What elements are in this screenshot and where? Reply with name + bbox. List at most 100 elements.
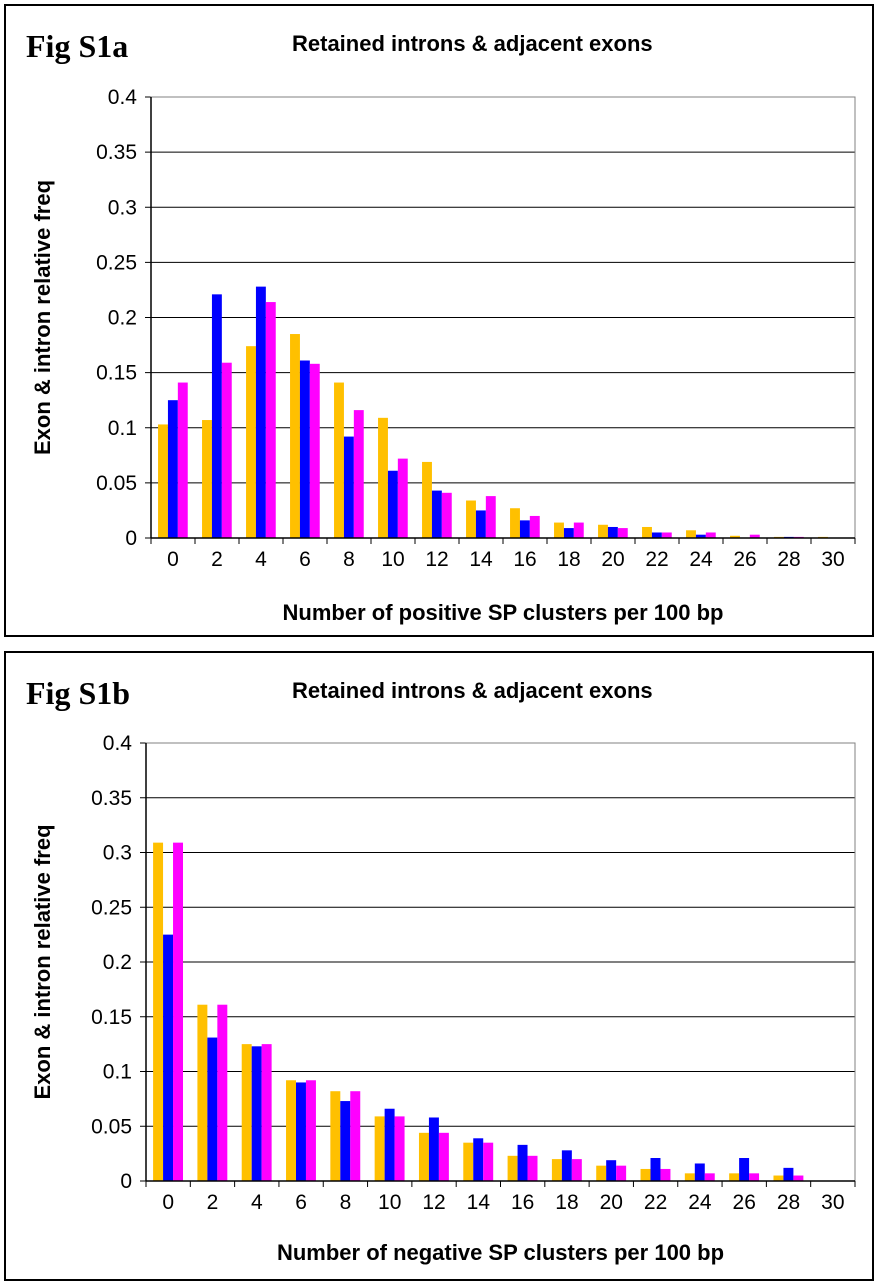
bar [428,1117,439,1181]
bar [684,1173,695,1181]
y-tick-label: 0.25 [91,896,132,919]
y-tick-label: 0 [125,527,137,550]
bar [749,534,760,538]
bar [163,934,174,1181]
x-tick-label: 18 [557,548,580,571]
x-tick-label: 8 [343,548,355,571]
y-tick-label: 0.05 [96,472,137,495]
bar-chart: 00.050.10.150.20.250.30.350.40 2 4 6 8 10 12 14… [30,86,856,625]
bar [167,400,178,538]
bar [177,382,188,538]
bar [739,1158,750,1181]
x-tick-label: 6 [299,548,311,571]
y-tick-label: 0 [120,1170,132,1193]
bar [554,522,564,538]
bar [793,1175,804,1181]
x-tick-label: 12 [422,1191,445,1214]
bar [418,1132,429,1181]
x-tick-label: 12 [425,548,448,571]
chart-panel-a: Fig S1a Retained introns & adjacent exon… [4,4,874,637]
bar [730,535,740,538]
y-tick-label: 0.15 [91,1006,132,1029]
bar [475,510,486,538]
bar [305,1080,316,1181]
x-tick-label: 22 [644,1191,667,1214]
bar [384,1108,395,1181]
x-tick-label: 20 [600,1191,623,1214]
x-tick-label: 22 [645,548,668,571]
bar [563,528,574,538]
x-axis-title: Number of positive SP clusters per 100 b… [283,600,724,625]
x-tick-label: 2 [211,548,223,571]
bar [290,334,300,538]
bar [694,1163,705,1181]
y-axis-title: Exon & intron relative freq [30,824,55,1099]
y-tick-label: 0.3 [103,842,132,865]
bar [309,363,320,538]
y-tick-label: 0.35 [91,787,132,810]
bar [617,528,628,538]
bar [334,382,344,538]
bar [441,492,452,538]
bar [517,1144,528,1181]
bar [598,524,608,538]
bar [642,526,652,538]
fig-label: Fig S1b [26,675,131,711]
bar [343,436,354,538]
bar [651,532,662,538]
bar [158,424,168,538]
bar [571,1159,582,1181]
chart-title: Retained introns & adjacent exons [292,678,653,703]
bar [202,420,212,538]
bar [704,1173,715,1181]
x-tick-label: 6 [295,1191,307,1214]
bar [394,1116,405,1181]
bar [661,532,672,538]
x-axis-title: Number of negative SP clusters per 100 b… [277,1240,724,1265]
x-tick-label: 8 [340,1191,352,1214]
bar [783,1167,794,1181]
bar [353,410,364,538]
x-tick-label: 30 [821,548,844,571]
y-tick-label: 0.2 [108,307,137,330]
y-tick-label: 0.4 [108,86,138,109]
bar [640,1168,651,1181]
bar [463,1142,474,1181]
bar [438,1132,449,1181]
x-tick-label: 26 [733,1191,756,1214]
bar [529,515,540,538]
y-tick-label: 0.3 [108,196,137,219]
bar-chart: 00.050.10.150.20.250.30.350.40 2 4 6 8 10 12 14… [30,732,856,1265]
y-tick-label: 0.15 [96,362,137,385]
y-tick-label: 0.4 [103,732,133,755]
bar [378,417,388,538]
bar [221,362,232,538]
x-tick-label: 4 [251,1191,263,1214]
bar [397,458,408,538]
bar [217,1004,228,1181]
bar [211,294,222,538]
bar [340,1101,351,1181]
x-tick-label: 20 [601,548,624,571]
x-tick-label: 24 [689,548,713,571]
bar [387,470,398,538]
bar [241,1044,252,1181]
x-tick-label: 4 [255,548,267,571]
x-tick-label: 24 [688,1191,712,1214]
bar [207,1037,218,1181]
bar [596,1165,607,1181]
bar [606,1160,617,1181]
x-tick-label: 16 [513,548,536,571]
x-tick-label: 14 [467,1191,491,1214]
bar [286,1080,296,1181]
bar [695,534,706,538]
bar [705,532,716,538]
bar [616,1165,627,1181]
x-tick-label: 10 [381,548,404,571]
bar [246,346,256,538]
x-tick-label: 14 [469,548,493,571]
x-tick-label: 30 [821,1191,844,1214]
bar [519,520,530,538]
y-tick-label: 0.05 [91,1115,132,1138]
fig-label: Fig S1a [26,28,129,64]
